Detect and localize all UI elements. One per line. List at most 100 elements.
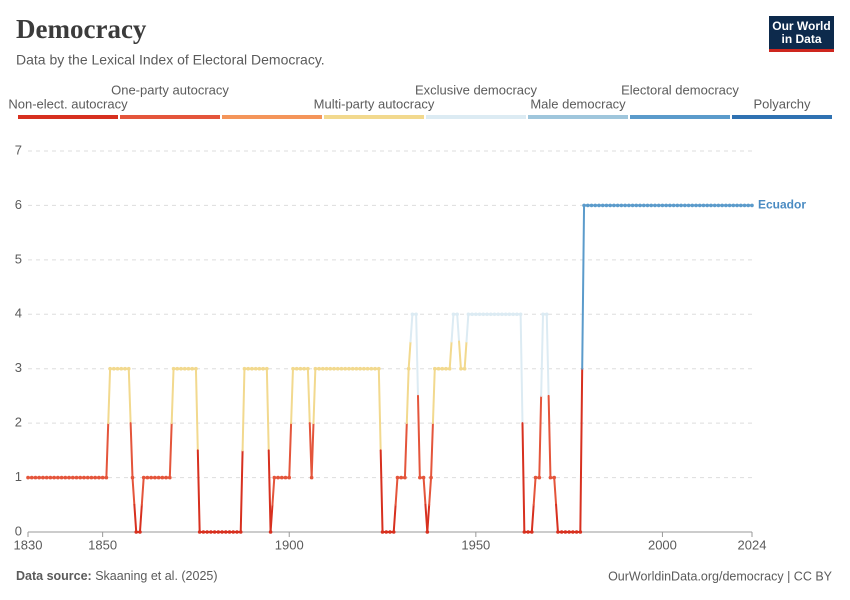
data-point [373, 366, 377, 371]
line-segment [267, 449, 272, 533]
logo[interactable] [769, 16, 834, 52]
data-point [574, 530, 579, 534]
data-point [324, 366, 329, 371]
data-point [518, 312, 523, 317]
data-point [287, 475, 292, 480]
line-segment [426, 503, 431, 533]
data-point [250, 366, 254, 371]
y-tick-label: 6 [15, 197, 22, 212]
line-segment [430, 422, 434, 479]
data-point [317, 366, 321, 371]
legend-label: Polyarchy [753, 96, 811, 111]
chart-title: Democracy [16, 14, 147, 44]
line-segment [377, 367, 382, 452]
data-point [492, 312, 497, 317]
x-tick-label: 1900 [275, 537, 304, 552]
data-point [235, 530, 239, 534]
line-segment [540, 313, 545, 397]
data-point [227, 530, 232, 534]
data-point [552, 475, 557, 480]
y-tick-label: 0 [15, 523, 22, 538]
line-segment [407, 340, 412, 370]
data-point [74, 475, 79, 480]
data-point [238, 530, 243, 534]
data-point [335, 366, 340, 371]
y-tick-label: 4 [15, 306, 22, 321]
line-segment [538, 394, 543, 479]
legend-label: One-party autocracy [111, 82, 229, 97]
data-point [283, 475, 288, 480]
data-point [455, 312, 459, 317]
line-segment [415, 313, 419, 397]
data-point [720, 203, 724, 208]
data-point [645, 203, 650, 208]
data-point [668, 203, 672, 208]
data-point [664, 203, 668, 208]
source-label: Data source: [16, 569, 92, 583]
legend-swatch [18, 115, 118, 119]
data-point [597, 203, 601, 208]
y-tick-label: 2 [15, 415, 22, 430]
data-point [298, 366, 303, 371]
legend-swatch [528, 115, 628, 119]
data-point [630, 203, 635, 208]
data-point [112, 366, 116, 371]
data-point [690, 203, 695, 208]
data-point [59, 475, 64, 480]
data-point [507, 312, 512, 317]
legend-swatch [426, 115, 526, 119]
data-point [418, 475, 422, 480]
data-point [309, 475, 314, 480]
data-point [279, 475, 284, 480]
line-segment [394, 476, 399, 506]
line-segment [269, 503, 274, 533]
data-point [70, 475, 75, 480]
data-point [477, 312, 482, 317]
source-text: Skaaning et al. (2025) [95, 569, 217, 583]
line-segment [133, 503, 138, 533]
data-point [97, 475, 101, 480]
data-point [212, 530, 217, 534]
data-point [276, 475, 280, 480]
data-point [500, 312, 504, 317]
data-point [511, 312, 515, 317]
data-point [362, 366, 366, 371]
data-point [41, 475, 45, 480]
data-point [220, 530, 224, 534]
data-point [425, 530, 430, 534]
data-point [205, 530, 209, 534]
line-segment [519, 313, 524, 425]
data-point [683, 203, 687, 208]
data-point [686, 203, 691, 208]
data-point [339, 366, 344, 371]
data-point [115, 366, 120, 371]
data-point [164, 475, 168, 480]
data-point [526, 530, 530, 534]
data-point [67, 475, 71, 480]
line-segment [431, 367, 436, 425]
data-point [638, 203, 642, 208]
data-point [175, 366, 180, 371]
data-point [496, 312, 501, 317]
data-point [294, 366, 299, 371]
source-url[interactable]: OurWorldinData.org/democracy | CC BY [608, 569, 833, 583]
legend-label: Male democracy [530, 96, 626, 111]
legend-swatch [222, 115, 322, 119]
legend-swatch [732, 115, 832, 119]
data-point [694, 203, 698, 208]
data-point [705, 203, 710, 208]
data-point [257, 366, 262, 371]
line-segment [271, 476, 276, 506]
line-segment [409, 313, 414, 343]
line-segment [290, 367, 294, 425]
data-point [485, 312, 489, 317]
data-point [406, 366, 411, 371]
data-point [459, 366, 463, 371]
data-point [190, 366, 195, 371]
data-point [466, 312, 471, 317]
line-segment [392, 503, 397, 533]
data-point [675, 203, 680, 208]
data-point [451, 312, 456, 317]
line-segment [306, 367, 311, 425]
data-point [559, 530, 564, 534]
